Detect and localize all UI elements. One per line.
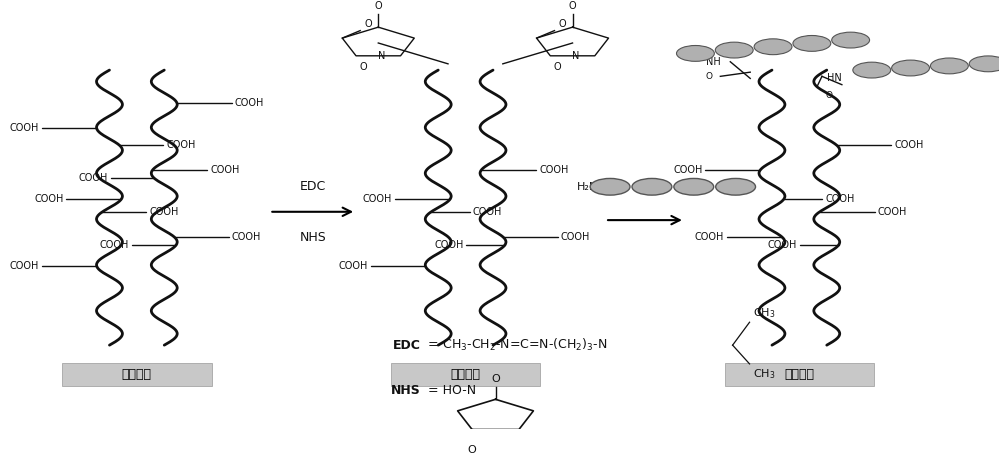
Text: CH$_3$: CH$_3$ bbox=[753, 367, 775, 380]
Text: H₂N: H₂N bbox=[577, 182, 598, 192]
Text: EDC: EDC bbox=[393, 339, 421, 352]
Text: COOH: COOH bbox=[210, 165, 240, 175]
Circle shape bbox=[793, 35, 831, 51]
Circle shape bbox=[892, 60, 929, 76]
Text: N: N bbox=[572, 51, 580, 61]
Text: COOH: COOH bbox=[434, 240, 463, 250]
Text: COOH: COOH bbox=[9, 261, 39, 271]
Text: O: O bbox=[491, 375, 500, 385]
Circle shape bbox=[930, 58, 968, 74]
Text: NHS: NHS bbox=[391, 385, 421, 398]
Text: N: N bbox=[378, 51, 386, 61]
Text: 改性硬胶: 改性硬胶 bbox=[451, 368, 481, 381]
Text: COOH: COOH bbox=[473, 207, 502, 217]
Text: 改性硬胶: 改性硬胶 bbox=[784, 368, 814, 381]
Circle shape bbox=[632, 178, 672, 195]
Text: COOH: COOH bbox=[695, 232, 724, 242]
Text: O: O bbox=[558, 19, 566, 29]
Text: COOH: COOH bbox=[338, 261, 368, 271]
Text: COOH: COOH bbox=[235, 99, 264, 109]
Text: COOH: COOH bbox=[561, 232, 590, 242]
Text: 改性硬胶: 改性硬胶 bbox=[122, 368, 152, 381]
Text: COOH: COOH bbox=[894, 140, 924, 150]
Text: O: O bbox=[364, 19, 372, 29]
Text: HN: HN bbox=[827, 74, 842, 84]
Text: = CH$_3$-CH$_2$-N=C=N-(CH$_2$)$_3$-N: = CH$_3$-CH$_2$-N=C=N-(CH$_2$)$_3$-N bbox=[424, 337, 607, 353]
Text: NHS: NHS bbox=[299, 231, 326, 243]
Text: O: O bbox=[825, 91, 832, 100]
Circle shape bbox=[969, 56, 1000, 72]
Text: COOH: COOH bbox=[673, 165, 702, 175]
Text: COOH: COOH bbox=[825, 194, 854, 204]
Text: COOH: COOH bbox=[232, 232, 261, 242]
Text: COOH: COOH bbox=[149, 207, 179, 217]
Circle shape bbox=[715, 42, 753, 58]
Text: COOH: COOH bbox=[78, 173, 108, 183]
Text: O: O bbox=[374, 1, 382, 11]
Circle shape bbox=[832, 32, 870, 48]
Text: COOH: COOH bbox=[363, 194, 392, 204]
Text: O: O bbox=[569, 1, 576, 11]
Text: NH: NH bbox=[706, 57, 720, 67]
Text: CH$_3$: CH$_3$ bbox=[753, 306, 775, 320]
Circle shape bbox=[677, 45, 714, 61]
Circle shape bbox=[716, 178, 756, 195]
Text: COOH: COOH bbox=[539, 165, 568, 175]
Circle shape bbox=[754, 39, 792, 54]
Text: O: O bbox=[359, 62, 367, 72]
FancyBboxPatch shape bbox=[725, 363, 874, 386]
Circle shape bbox=[853, 62, 891, 78]
Text: COOH: COOH bbox=[768, 240, 797, 250]
Text: O: O bbox=[705, 72, 712, 81]
FancyBboxPatch shape bbox=[391, 363, 540, 386]
FancyBboxPatch shape bbox=[62, 363, 212, 386]
Text: COOH: COOH bbox=[878, 207, 907, 217]
Text: COOH: COOH bbox=[100, 240, 129, 250]
Text: COOH: COOH bbox=[166, 140, 195, 150]
Text: = HO-N: = HO-N bbox=[424, 385, 476, 398]
Text: O: O bbox=[553, 62, 561, 72]
Text: EDC: EDC bbox=[300, 180, 326, 193]
Text: COOH: COOH bbox=[9, 123, 39, 133]
Text: COOH: COOH bbox=[34, 194, 63, 204]
Text: O: O bbox=[468, 445, 476, 454]
Circle shape bbox=[590, 178, 630, 195]
Circle shape bbox=[674, 178, 714, 195]
